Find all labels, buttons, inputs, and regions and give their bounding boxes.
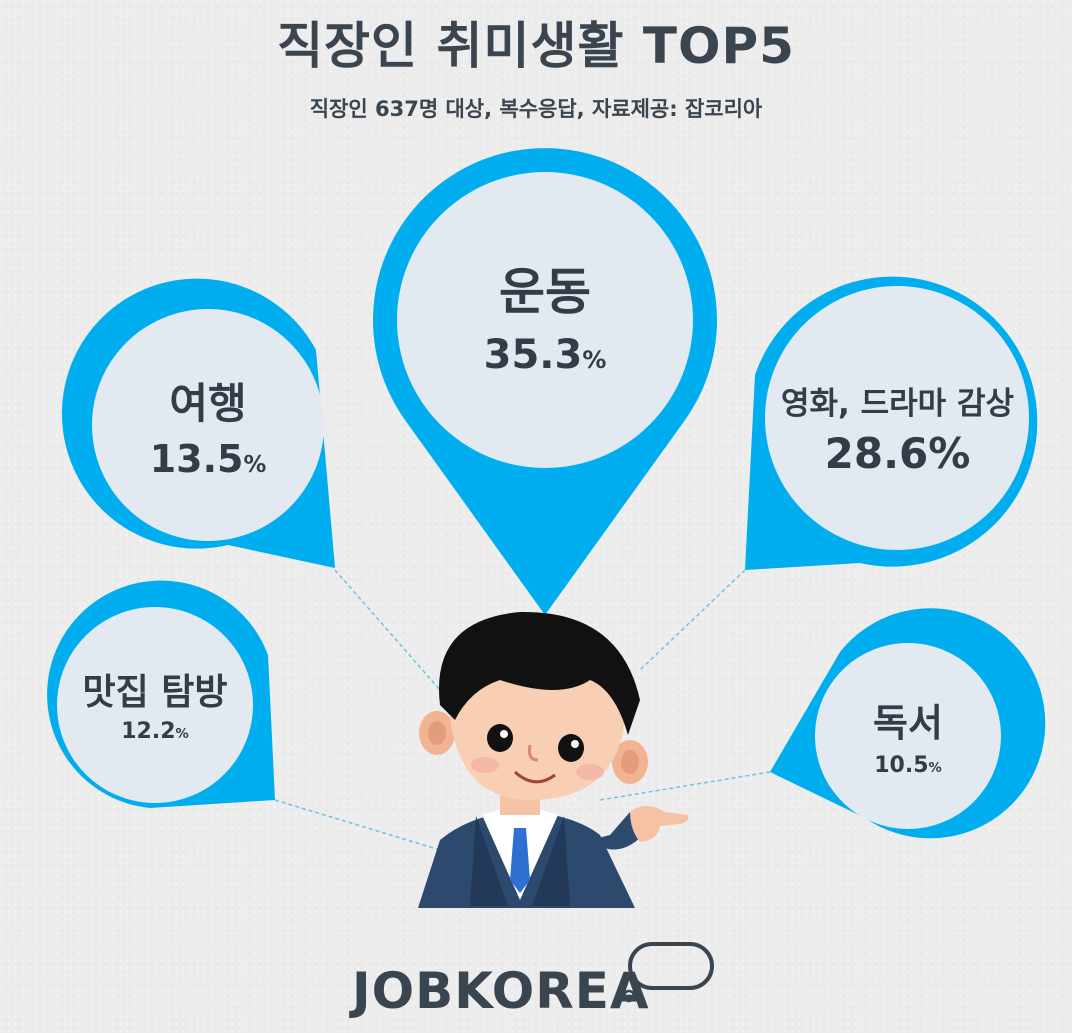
bubble-travel	[61, 278, 336, 568]
connector-line	[599, 771, 771, 801]
bubble-movie	[745, 276, 1038, 570]
connector-line	[639, 569, 746, 671]
hobby-percent: 12.2%	[121, 719, 189, 744]
hobby-label: 독서	[873, 701, 943, 745]
page-subtitle: 직장인 637명 대상, 복수응답, 자료제공: 잡코리아	[309, 97, 763, 121]
hobby-label: 운동	[499, 263, 591, 321]
connector-line	[334, 569, 441, 691]
hobby-movie: 영화, 드라마 감상 28.6%	[755, 378, 1040, 478]
bubble-reading	[770, 608, 1046, 839]
bubble-exercise	[373, 148, 717, 615]
connector-line	[274, 799, 441, 851]
hobby-travel: 여행 13.5%	[108, 370, 308, 481]
jobkorea-logo-mark	[622, 942, 714, 1003]
hobby-reading: 독서 10.5%	[808, 692, 1008, 778]
hobby-label: 영화, 드라마 감상	[780, 386, 1014, 422]
businessman-illustration	[418, 611, 689, 908]
hobby-percent: 10.5%	[874, 753, 942, 778]
hobby-percent: 28.6%	[824, 429, 971, 478]
hobby-label: 맛집 탐방	[82, 672, 228, 713]
hobby-food: 맛집 탐방 12.2%	[55, 663, 255, 744]
jobkorea-logo-text: JOBKOREA	[352, 962, 650, 1020]
hobby-label: 여행	[169, 379, 247, 428]
hobby-percent: 35.3%	[483, 332, 607, 378]
hobby-exercise: 운동 35.3%	[445, 252, 645, 378]
bubble-food	[47, 580, 276, 808]
page-title: 직장인 취미생활 TOP5	[277, 17, 795, 75]
hobby-percent: 13.5%	[149, 437, 267, 481]
